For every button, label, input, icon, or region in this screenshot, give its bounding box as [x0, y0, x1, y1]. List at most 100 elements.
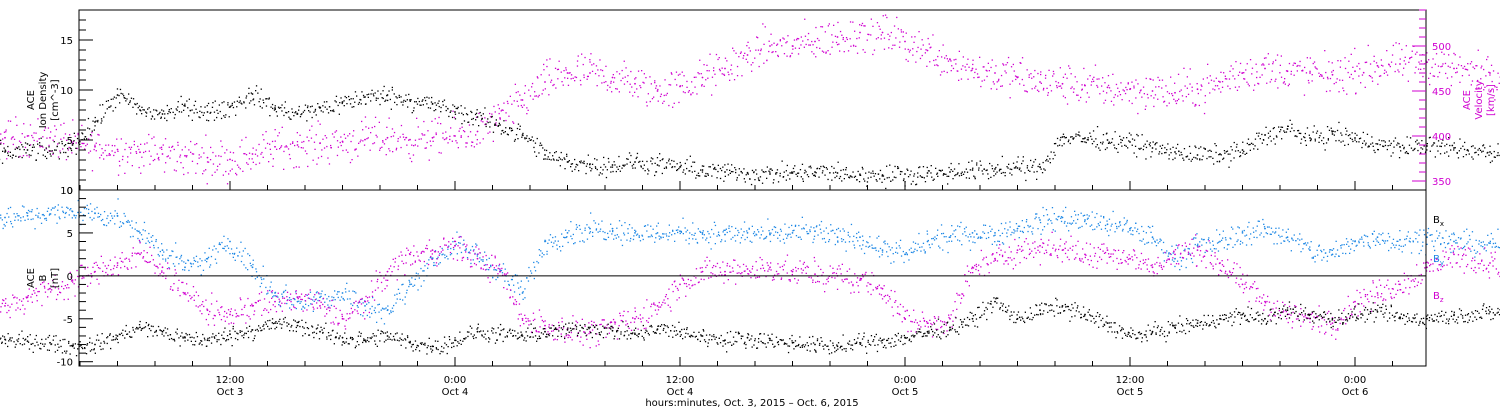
- velocity-point: [673, 102, 675, 104]
- velocity-point: [472, 141, 474, 143]
- density-data-point: [386, 94, 389, 96]
- velocity-point: [388, 117, 390, 119]
- by-point: [618, 220, 621, 222]
- density-point: [100, 122, 102, 124]
- velocity-point: [782, 37, 784, 39]
- by-point: [674, 240, 676, 242]
- velocity-tick-label: 500: [1432, 42, 1451, 53]
- velocity-point: [1092, 78, 1094, 80]
- density-point: [411, 112, 413, 114]
- density-point: [724, 175, 726, 177]
- density-point: [1379, 144, 1381, 146]
- density-point: [409, 100, 411, 102]
- velocity-point: [26, 154, 28, 157]
- density-point: [18, 156, 20, 158]
- density-point: [747, 173, 749, 175]
- density-point: [1200, 146, 1202, 148]
- by-point: [236, 247, 238, 249]
- by-point: [391, 307, 394, 309]
- density-point: [841, 180, 843, 182]
- by-point: [584, 227, 586, 229]
- density-point: [1273, 138, 1275, 140]
- velocity-point: [1422, 75, 1424, 78]
- by-point: [522, 291, 524, 293]
- velocity-point: [1367, 44, 1369, 47]
- by-point: [571, 238, 573, 240]
- by-point: [519, 293, 521, 296]
- density-point: [731, 164, 733, 166]
- density-point: [1467, 150, 1469, 152]
- density-point: [1426, 149, 1428, 151]
- velocity-point: [1475, 65, 1477, 67]
- density-point: [87, 127, 89, 129]
- density-point: [1168, 154, 1170, 156]
- by-point: [717, 231, 720, 233]
- density-point: [831, 179, 833, 181]
- by-point: [1017, 225, 1020, 227]
- density-point: [550, 159, 552, 161]
- velocity-point: [1337, 60, 1339, 62]
- density-point: [412, 110, 415, 112]
- density-point: [124, 97, 126, 99]
- velocity-point: [437, 122, 439, 124]
- density-point: [31, 150, 33, 152]
- velocity-point: [1256, 76, 1258, 79]
- by-point: [579, 240, 581, 243]
- velocity-point: [743, 55, 745, 57]
- density-data-point: [769, 173, 771, 175]
- by-point: [671, 234, 673, 236]
- velocity-point: [847, 50, 850, 52]
- velocity-point: [226, 183, 229, 185]
- velocity-point: [1249, 59, 1252, 61]
- by-point: [684, 227, 686, 229]
- by-point: [871, 244, 873, 246]
- velocity-point: [169, 150, 172, 152]
- by-point: [972, 241, 974, 243]
- velocity-point: [1389, 65, 1391, 68]
- density-point: [82, 133, 84, 135]
- density-point: [1386, 148, 1388, 151]
- density-point: [485, 123, 487, 125]
- velocity-point: [177, 144, 179, 146]
- density-point: [1363, 140, 1365, 142]
- by-point: [703, 234, 705, 236]
- density-point: [1358, 141, 1360, 143]
- by-point: [161, 243, 163, 245]
- velocity-point: [927, 37, 929, 40]
- density-point: [585, 165, 588, 167]
- density-point: [559, 158, 562, 160]
- by-point: [185, 262, 187, 264]
- velocity-point: [736, 75, 739, 77]
- density-point: [920, 176, 923, 178]
- by-point: [210, 255, 213, 258]
- density-point: [1089, 132, 1091, 134]
- velocity-point: [1336, 78, 1338, 80]
- velocity-point: [548, 74, 550, 76]
- by-point: [376, 321, 378, 323]
- by-point: [245, 267, 247, 269]
- by-point: [667, 239, 669, 241]
- density-point: [1095, 138, 1097, 140]
- by-point: [458, 242, 460, 244]
- density-point: [679, 161, 681, 164]
- by-point: [783, 242, 786, 244]
- by-point: [823, 230, 825, 232]
- by-point: [881, 251, 884, 253]
- density-point: [803, 172, 806, 174]
- by-point: [136, 230, 138, 232]
- density-point: [936, 172, 939, 174]
- velocity-point: [60, 138, 62, 140]
- by-point: [1013, 229, 1015, 231]
- velocity-point: [932, 34, 934, 36]
- velocity-point: [693, 76, 695, 78]
- by-point: [985, 237, 988, 240]
- velocity-point: [412, 154, 415, 156]
- density-point: [1493, 156, 1495, 158]
- density-point: [1472, 158, 1474, 160]
- velocity-point: [542, 89, 544, 91]
- density-point: [424, 99, 427, 102]
- density-point: [534, 142, 537, 144]
- velocity-point: [555, 87, 557, 89]
- by-point: [556, 248, 558, 250]
- by-point: [694, 232, 696, 234]
